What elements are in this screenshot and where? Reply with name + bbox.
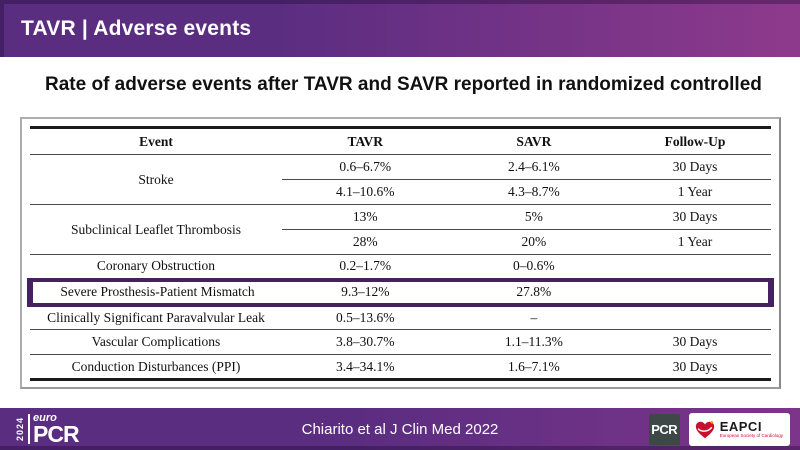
event-cell: Coronary Obstruction [30,254,282,280]
table-row-highlighted: Severe Prosthesis-Patient Mismatch 9.3–12… [27,277,774,307]
event-cell: Conduction Disturbances (PPI) [30,354,282,381]
tavr-cell: 4.1–10.6% [281,179,449,205]
eapci-name-label: EAPCI [719,419,762,435]
table-row: Vascular Complications 3.8–30.7% 1.1–11.3%… [30,329,771,355]
slide-footer-bar: 2024 euro PCR Chiarito et al J Clin Med … [0,408,800,450]
tavr-cell: 0.2–1.7% [281,254,449,280]
savr-cell: 1.1–11.3% [448,329,620,355]
followup-cell: 30 Days [672,159,718,174]
table-body: Stroke 0.6–6.7% 2.4–6.1% 30 Days 4.1–10.6% 4.… [27,155,774,381]
savr-cell: 0–0.6% [448,254,620,280]
heart-icon [695,420,714,438]
table-row: Clinically Significant Paravalvular Leak… [30,304,771,330]
followup-cell: 30 Days [619,329,771,355]
table-row: 4.1–10.6% 4.3–8.7% 1 Year [30,179,771,205]
slide-header-title: TAVR | Adverse events [21,16,252,40]
europcr-divider [28,414,30,444]
table-header: Event TAVR SAVR Follow-Up [30,126,771,155]
footer-logos: PCR EAPCI European Society of Cardiology [648,413,790,446]
savr-cell: 5% [448,204,620,230]
followup-cell: 30 Days [619,204,771,230]
followup-cell: 30 Days [619,354,771,381]
followup-cell: 1 Year [619,229,771,255]
tavr-cell: 9.3–12% [281,277,449,307]
column-header-tavr: TAVR [281,126,449,155]
savr-cell: – [448,304,620,330]
table-row: Coronary Obstruction 0.2–1.7% 0–0.6% [30,254,771,280]
europcr-logo: 2024 euro PCR [15,411,80,447]
tavr-cell: 13% [281,204,449,230]
europcr-euro-label: euro [33,411,57,424]
event-cell: Stroke [138,171,174,187]
event-cell: Severe Prosthesis-Patient Mismatch [27,277,282,307]
tavr-cell: 3.8–30.7% [281,329,449,355]
followup-cell [619,277,774,307]
event-cell: Subclinical Leaflet Thrombosis [30,204,282,255]
savr-cell: 1.6–7.1% [448,354,620,381]
adverse-events-table-frame: Event TAVR SAVR Follow-Up Stroke 0.6–6.7%… [20,117,781,389]
tavr-cell: 3.4–34.1% [281,354,449,381]
eapci-tagline-label: European Society of Cardiology [719,433,783,439]
followup-cell [619,254,771,280]
eapci-logo: EAPCI European Society of Cardiology [688,413,790,446]
event-cell: Clinically Significant Paravalvular Leak [30,304,282,330]
tavr-cell: 0.5–13.6% [281,304,449,330]
event-cell: Vascular Complications [30,329,282,355]
tavr-cell: 28% [281,229,449,255]
followup-cell: 1 Year [619,179,771,205]
tavr-cell: 0.6–6.7% [339,159,392,174]
column-header-savr: SAVR [448,126,620,155]
table-row: Stroke 0.6–6.7% 2.4–6.1% 30 Days [30,155,771,187]
adverse-events-table: Event TAVR SAVR Follow-Up Stroke 0.6–6.7%… [27,126,774,381]
pcr-logo: PCR [648,414,680,445]
savr-cell: 2.4–6.1% [507,159,560,174]
table-row: Subclinical Leaflet Thrombosis 13% 5% 30 Da… [30,204,771,255]
column-header-followup: Follow-Up [619,126,771,155]
table-row: 28% 20% 1 Year [30,229,771,255]
savr-cell: 20% [448,229,620,255]
savr-cell: 4.3–8.7% [448,179,620,205]
savr-cell: 27.8% [448,277,620,307]
column-header-event: Event [30,126,282,155]
table-row: Conduction Disturbances (PPI) 3.4–34.1% 1.… [30,354,771,381]
followup-cell [619,304,771,330]
page-title: Rate of adverse events after TAVR and SA… [45,74,762,95]
citation-text: Chiarito et al J Clin Med 2022 [301,420,499,438]
slide-header-bar: TAVR | Adverse events [0,0,800,57]
table-header-row: Event TAVR SAVR Follow-Up [30,126,771,155]
europcr-pcr-label: PCR [33,420,80,447]
